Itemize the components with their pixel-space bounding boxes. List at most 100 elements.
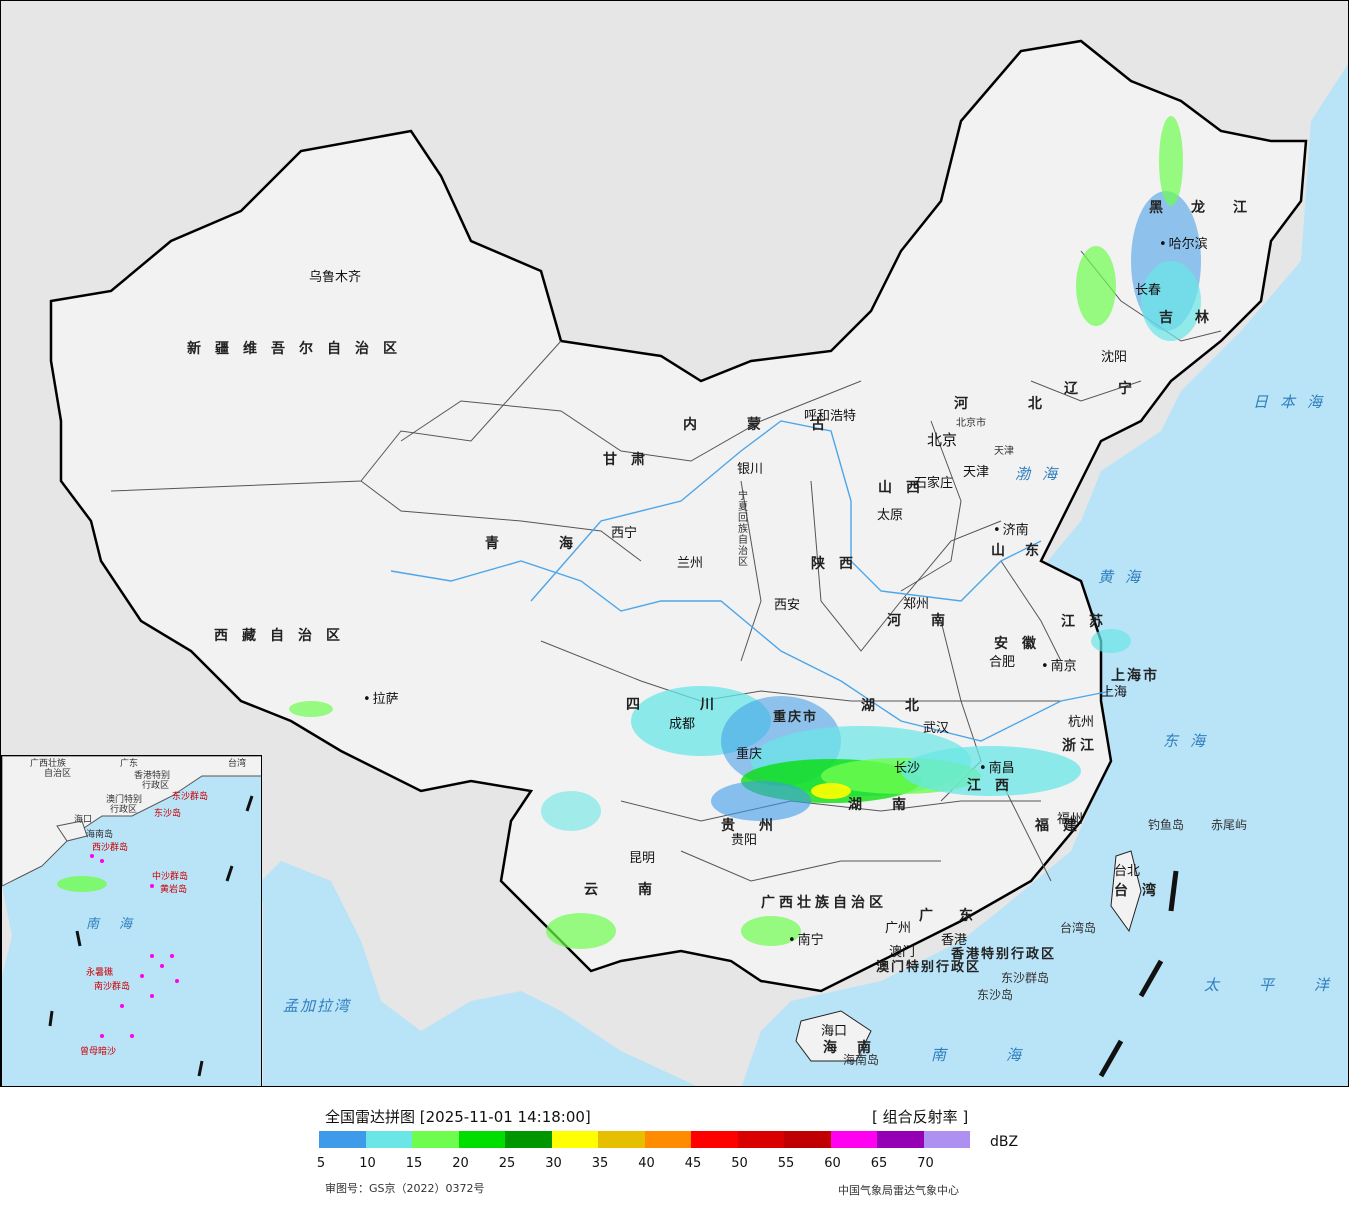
island-taiwan: 台湾岛: [1060, 921, 1097, 935]
scale-tick-label: 45: [684, 1156, 702, 1171]
city-urumqi: 乌鲁木齐: [309, 270, 362, 285]
label-tianjin-municipality: 天津: [994, 446, 1014, 457]
province-sichuan: 四川: [626, 697, 774, 713]
city-lhasa: 拉萨: [363, 693, 399, 706]
scale-tick-label: 40: [638, 1156, 655, 1171]
hainan-island: [795, 1010, 872, 1062]
inset-label-haikou: 海口: [74, 815, 93, 825]
province-anhui: 安徽: [994, 636, 1050, 652]
inset-label-hongkong-region: 行政区: [142, 781, 170, 791]
radar-echoes: [289, 116, 1201, 949]
province-taiwan: 台湾: [1114, 883, 1170, 899]
inset-label-macau-region: 行政区: [110, 805, 138, 815]
rivers: [390, 420, 1112, 742]
inset-label-hainan-island: 海南岛: [86, 830, 114, 840]
city-nanchang: 南昌: [979, 762, 1015, 775]
color-swatch: [365, 1131, 412, 1148]
province-ningxia: 宁夏回族自治区: [738, 491, 748, 568]
province-shanghai: 上海市: [1111, 668, 1159, 684]
inset-label-autonomous-region: 自治区: [44, 769, 72, 779]
scale-tick-label: 20: [452, 1156, 469, 1171]
color-scale-bar: [319, 1131, 970, 1148]
province-hunan: 湖南: [848, 797, 936, 813]
city-fuzhou: 福州: [1057, 812, 1084, 827]
province-henan: 河南: [887, 613, 975, 629]
city-chengdu: 成都: [669, 717, 696, 732]
maritime-boundaries: [1098, 870, 1179, 1078]
city-hangzhou: 杭州: [1068, 715, 1095, 730]
province-xinjiang: 新疆维吾尔自治区: [187, 341, 411, 357]
scale-tick-label: 10: [359, 1156, 376, 1171]
color-swatch: [691, 1131, 738, 1148]
city-changsha: 长沙: [894, 761, 921, 776]
city-taiyuan: 太原: [877, 508, 904, 523]
legend-panel: 全国雷达拼图 [2025-11-01 14:18:00] [ 组合反射率 ] 5…: [0, 1087, 1349, 1208]
province-xizang: 西藏自治区: [214, 628, 354, 644]
scale-tick-label: 50: [731, 1156, 748, 1171]
inset-label-yongshu: 永暑礁: [86, 968, 114, 978]
inset-label-dongsha-group: 东沙群岛: [172, 792, 209, 802]
color-swatch: [412, 1131, 459, 1148]
color-swatch: [877, 1131, 924, 1148]
city-hongkong: 香港: [941, 933, 968, 948]
color-swatch: [551, 1131, 598, 1148]
region-hongkong: 香港特别行政区: [951, 947, 1057, 962]
province-zhejiang: 浙江: [1062, 738, 1098, 754]
legend-title: 全国雷达拼图 [2025-11-01 14:18:00]: [325, 1108, 591, 1126]
product-type: [ 组合反射率 ]: [872, 1108, 969, 1126]
city-haikou: 海口: [821, 1024, 848, 1039]
label-beijing-municipality: 北京市: [956, 418, 986, 429]
city-harbin: 哈尔滨: [1159, 238, 1208, 251]
sea-japan: 日本海: [1253, 393, 1335, 411]
province-neimenggu: 内蒙古: [683, 417, 875, 433]
scale-tick-label: 30: [545, 1156, 562, 1171]
inset-label-taiwan: 台湾: [228, 759, 247, 769]
city-guangzhou: 广州: [885, 921, 912, 936]
scale-tick-label: 70: [917, 1156, 934, 1171]
province-shanxi: 山西: [878, 480, 934, 496]
province-liaoning: 辽宁: [1064, 381, 1172, 397]
color-swatch: [923, 1131, 970, 1148]
unit-label: dBZ: [990, 1134, 1019, 1150]
bay-area: [241, 861, 697, 1086]
scale-tick-label: 55: [777, 1156, 795, 1171]
inset-label-zhongsha: 中沙群岛: [152, 872, 189, 882]
province-shandong: 山东: [991, 543, 1059, 559]
inset-map: [2, 756, 261, 1077]
city-nanjing: 南京: [1041, 660, 1077, 673]
province-heilongjiang: 黑龙江: [1149, 200, 1275, 216]
province-yunnan: 云南: [584, 882, 692, 898]
taiwan-island: [1110, 850, 1142, 933]
city-shijiazhuang: 石家庄: [914, 476, 954, 491]
scale-tick-label: 5: [316, 1156, 326, 1171]
radar-map: 新疆维吾尔自治区 西藏自治区 青海 甘肃 内蒙古 黑龙江 吉林 辽宁 河北 山西…: [0, 0, 1349, 1087]
sea-bengal-bay: 孟加拉湾: [283, 997, 352, 1015]
inset-label-xisha: 西沙群岛: [92, 843, 129, 853]
province-gansu: 甘肃: [603, 452, 659, 468]
city-zhengzhou: 郑州: [903, 597, 930, 612]
city-shenyang: 沈阳: [1101, 350, 1128, 365]
sea-yellow: 黄海: [1098, 568, 1153, 586]
city-jinan: 济南: [993, 524, 1029, 537]
city-hohhot: 呼和浩特: [804, 409, 857, 424]
city-nanning: 南宁: [788, 934, 824, 947]
map-base: [49, 39, 1348, 1086]
scale-tick-label: 15: [405, 1156, 423, 1171]
scale-tick-label: 60: [824, 1156, 841, 1171]
island-diaoyu: 钓鱼岛: [1148, 818, 1185, 832]
inset-label-dongsha: 东沙岛: [154, 809, 182, 819]
province-shaanxi: 陕西: [811, 556, 867, 572]
sea-pacific: 太平洋: [1204, 976, 1329, 994]
city-xian: 西安: [774, 598, 801, 613]
island-chiwei: 赤尾屿: [1211, 818, 1248, 832]
city-chongqing: 重庆: [736, 747, 763, 762]
inset-label-zengmu: 曾母暗沙: [80, 1047, 117, 1057]
city-taipei: 台北: [1114, 864, 1141, 879]
city-guiyang: 贵阳: [731, 833, 758, 848]
south-china-sea-inset: 广西壮族 自治区 广东 香港特别 行政区 澳门特别 行政区 台湾 东沙群岛 东沙…: [1, 755, 262, 1086]
island-hainan: 海南岛: [843, 1053, 880, 1067]
color-swatch: [784, 1131, 831, 1148]
island-dongsha-group: 东沙群岛: [1001, 971, 1050, 985]
inset-label-hongkong: 香港特别: [134, 771, 171, 781]
inset-label-nansha: 南沙群岛: [94, 982, 131, 992]
